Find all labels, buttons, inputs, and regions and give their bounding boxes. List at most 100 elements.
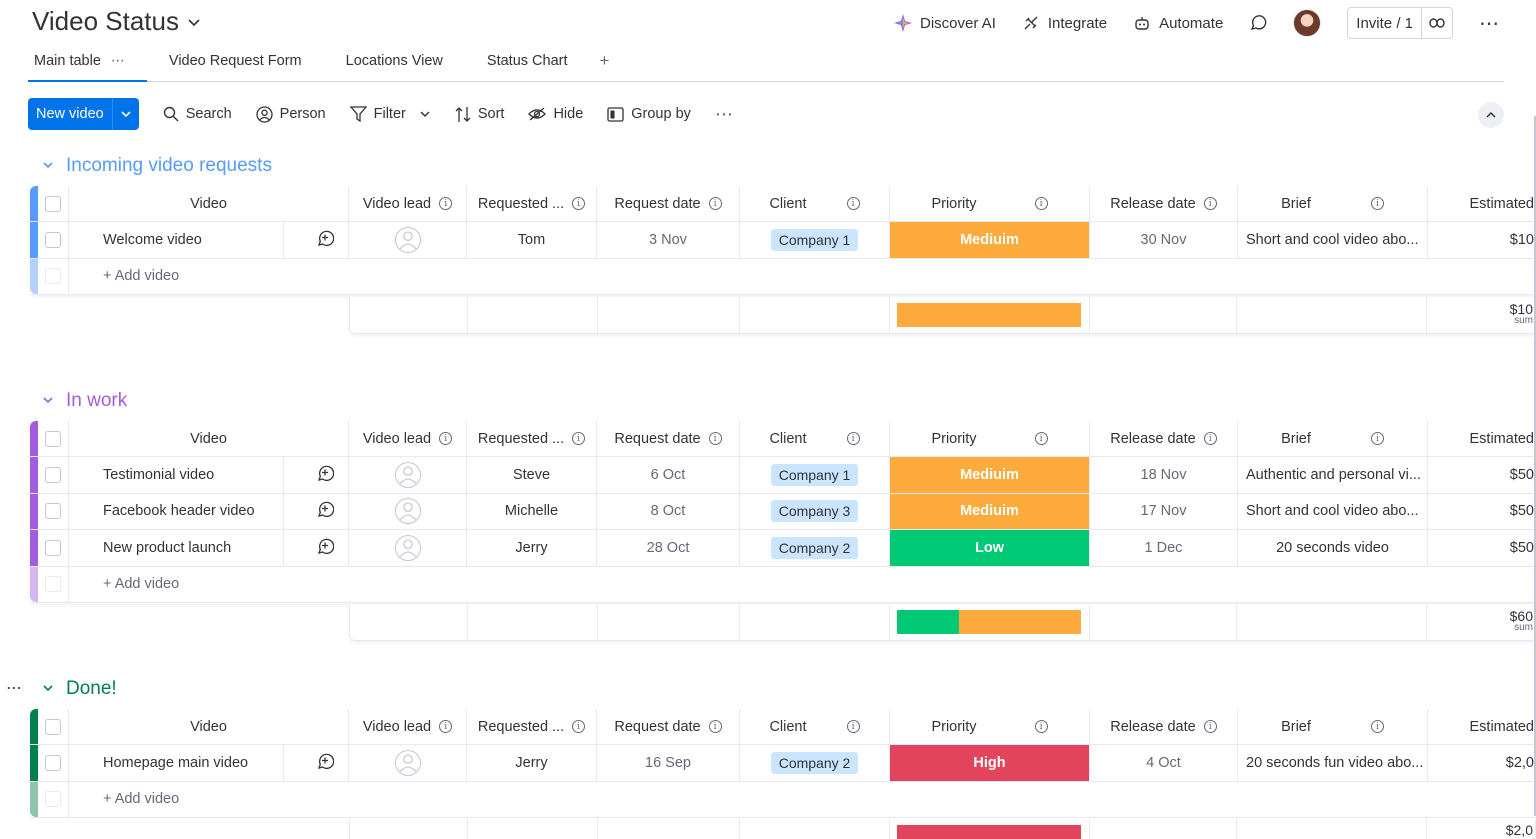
priority-distribution-bar[interactable] [897, 303, 1082, 327]
person-filter-button[interactable]: Person [256, 105, 326, 123]
info-icon[interactable]: i [708, 432, 722, 445]
select-all-checkbox[interactable] [45, 430, 61, 447]
video-name-cell[interactable]: Homepage main video [69, 745, 349, 781]
select-all-checkbox[interactable] [45, 195, 61, 212]
video-name[interactable]: Testimonial video [103, 466, 215, 483]
priority-distribution-bar[interactable] [897, 610, 1082, 634]
chat-bubble-icon[interactable] [1249, 14, 1267, 32]
column-header-release-date[interactable]: Release date i [1090, 421, 1238, 456]
group-header[interactable]: Incoming video requests [42, 153, 272, 179]
group-title[interactable]: Incoming video requests [66, 155, 272, 176]
video-lead-cell[interactable] [349, 493, 467, 529]
info-icon[interactable]: i [1203, 197, 1217, 210]
add-update-icon[interactable] [316, 464, 335, 486]
link-icon[interactable] [1422, 8, 1452, 38]
column-header-requested[interactable]: Requested ... i [467, 186, 597, 221]
person-placeholder-icon[interactable] [394, 749, 421, 776]
column-header-video[interactable]: Video [69, 186, 349, 221]
release-date-cell[interactable]: 17 Nov [1090, 493, 1238, 529]
add-update-icon[interactable] [316, 229, 335, 251]
add-update-icon[interactable] [316, 752, 335, 774]
add-video-input[interactable]: + Add video [103, 268, 180, 285]
group-title[interactable]: Done! [66, 678, 117, 699]
priority-distribution-bar[interactable] [897, 825, 1082, 839]
column-header-release-date[interactable]: Release date i [1090, 186, 1238, 221]
info-icon[interactable]: i [846, 432, 860, 445]
estimated-cell[interactable]: $2,0 [1505, 754, 1534, 771]
automate-button[interactable]: Automate [1133, 14, 1223, 32]
group-by-button[interactable]: Group by [607, 106, 691, 122]
priority-cell[interactable]: Low [890, 530, 1090, 566]
info-icon[interactable]: i [846, 197, 860, 210]
info-icon[interactable]: i [708, 720, 722, 733]
add-video-input[interactable]: + Add video [103, 791, 180, 808]
priority-summary-cell[interactable] [890, 297, 1090, 333]
row-checkbox[interactable] [45, 466, 61, 483]
row-checkbox[interactable] [45, 231, 61, 248]
column-header-video[interactable]: Video [69, 421, 349, 456]
add-video-cell[interactable]: + Add video [69, 782, 1536, 818]
request-date-cell[interactable]: 6 Oct [597, 457, 740, 493]
discover-ai-button[interactable]: Discover AI [894, 14, 996, 32]
estimated-cell[interactable]: $50 [1509, 503, 1534, 520]
column-header-client[interactable]: Client i [740, 421, 890, 456]
priority-label[interactable]: Mediuim [890, 457, 1089, 493]
info-icon[interactable]: i [1034, 197, 1048, 210]
column-header-client[interactable]: Client i [740, 709, 890, 744]
invite-button[interactable]: Invite / 1 [1348, 8, 1422, 38]
request-date-cell[interactable]: 8 Oct [597, 493, 740, 529]
tab-locations-view[interactable]: Locations View [324, 53, 465, 81]
column-header-request-date[interactable]: Request date i [597, 421, 740, 456]
add-video-input[interactable]: + Add video [103, 576, 180, 593]
info-icon[interactable]: i [439, 720, 453, 733]
search-button[interactable]: Search [163, 106, 232, 122]
info-icon[interactable]: i [439, 197, 453, 210]
person-placeholder-icon[interactable] [394, 461, 421, 488]
video-name-cell[interactable]: Welcome video [69, 222, 349, 258]
info-icon[interactable]: i [439, 432, 453, 445]
video-name-cell[interactable]: Testimonial video [69, 457, 349, 493]
add-update-icon[interactable] [316, 537, 335, 559]
person-placeholder-icon[interactable] [394, 534, 421, 561]
request-date-cell[interactable]: 28 Oct [597, 530, 740, 566]
add-video-row[interactable]: + Add video [30, 781, 1536, 818]
column-header-brief[interactable]: Brief i [1238, 186, 1428, 221]
tab-main-table[interactable]: Main table ⋯ [28, 52, 147, 82]
column-header-estimated[interactable]: Estimated [1428, 421, 1536, 456]
group-title[interactable]: In work [66, 390, 128, 411]
table-row[interactable]: New product launch Jerry 28 Oct Company … [30, 530, 1536, 567]
group-header[interactable]: In work [42, 388, 127, 414]
column-header-brief[interactable]: Brief i [1238, 709, 1428, 744]
priority-label[interactable]: Low [890, 530, 1089, 566]
client-cell[interactable]: Company 2 [740, 745, 890, 781]
priority-summary-cell[interactable] [890, 819, 1090, 839]
column-header-requested[interactable]: Requested ... i [467, 421, 597, 456]
info-icon[interactable]: i [1370, 432, 1384, 445]
info-icon[interactable]: i [1203, 720, 1217, 733]
client-cell[interactable]: Company 1 [740, 457, 890, 493]
select-all-checkbox[interactable] [45, 718, 61, 735]
row-checkbox[interactable] [45, 503, 61, 520]
client-chip[interactable]: Company 2 [770, 536, 859, 559]
user-avatar[interactable] [1293, 9, 1322, 37]
estimated-cell[interactable]: $50 [1509, 539, 1534, 556]
column-header-estimated[interactable]: Estimated [1428, 709, 1536, 744]
add-view-icon[interactable]: + [599, 51, 610, 70]
column-header-video-lead[interactable]: Video lead i [349, 186, 467, 221]
video-name[interactable]: Welcome video [103, 231, 202, 248]
client-cell[interactable]: Company 3 [740, 493, 890, 529]
client-chip[interactable]: Company 1 [770, 228, 859, 251]
client-cell[interactable]: Company 1 [740, 222, 890, 258]
column-header-client[interactable]: Client i [740, 186, 890, 221]
table-row[interactable]: Testimonial video Steve 6 Oct Company 1 … [30, 457, 1536, 494]
estimated-cell[interactable]: $10 [1509, 231, 1534, 248]
filter-button[interactable]: Filter [349, 106, 431, 122]
add-video-cell[interactable]: + Add video [69, 259, 1536, 295]
group-options-icon[interactable]: ⋯ [6, 680, 22, 697]
group-header[interactable]: Done! [42, 676, 117, 702]
requested-by-cell[interactable]: Jerry [467, 530, 597, 566]
client-chip[interactable]: Company 3 [770, 500, 859, 523]
new-video-label[interactable]: New video [28, 98, 113, 130]
video-lead-cell[interactable] [349, 222, 467, 258]
brief-cell[interactable]: Authentic and personal vi... [1238, 457, 1428, 493]
